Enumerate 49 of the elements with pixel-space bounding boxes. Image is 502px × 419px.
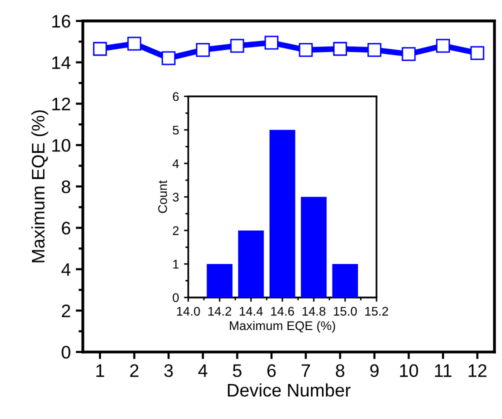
y-tick-label: 1	[173, 260, 179, 268]
y-tick-label: 3	[172, 192, 179, 202]
point	[264, 36, 278, 50]
x-tick-label: 14.0	[177, 306, 200, 316]
y-axis-title: Maximum EQE (%)	[31, 110, 48, 262]
y-tick-label: 8	[62, 180, 70, 194]
y-tick-label: 6	[62, 222, 70, 235]
point	[93, 42, 107, 56]
point	[230, 38, 244, 53]
y-tick-label: 4	[61, 263, 70, 276]
x-tick-label: 8	[336, 364, 344, 378]
y-tick-label: 14	[52, 56, 70, 69]
x-tick-label: 10	[400, 364, 418, 378]
x-tick-label: 9	[370, 364, 379, 378]
point	[367, 42, 382, 57]
x-tick-label: 14.2	[208, 306, 232, 316]
x-axis-title: Maximum EQE (%)	[230, 320, 336, 333]
y-tick-label: 0	[62, 346, 70, 359]
x-tick-label: 1	[96, 364, 104, 377]
x-tick-label: 11	[435, 364, 452, 377]
x-tick-label: 2	[130, 364, 138, 377]
x-tick-label: 14.8	[302, 306, 326, 316]
x-tick-label: 15.2	[365, 306, 388, 316]
x-tick-label: 15.0	[334, 306, 357, 316]
y-tick-label: 5	[172, 126, 179, 135]
y-tick-label: 10	[52, 139, 70, 152]
point	[196, 42, 210, 57]
y-tick-label: 16	[52, 14, 70, 28]
x-axis-title: Device Number	[228, 383, 351, 397]
y-tick-label: 0	[172, 293, 179, 302]
point	[470, 46, 484, 60]
point	[402, 47, 416, 61]
point	[162, 51, 176, 66]
point	[333, 42, 348, 56]
y-tick-label: 2	[172, 226, 179, 235]
x-tick-label: 14.6	[271, 306, 294, 316]
y-axis-title: Count	[158, 180, 168, 213]
point	[127, 36, 142, 51]
x-tick-label: 14.4	[240, 306, 263, 316]
point	[298, 42, 313, 57]
x-tick-label: 12	[468, 364, 486, 377]
y-tick-label: 12	[52, 98, 70, 110]
x-tick-label: 5	[232, 364, 242, 378]
y-tick-label: 4	[172, 159, 179, 168]
x-tick-label: 6	[267, 364, 276, 378]
x-tick-label: 7	[302, 364, 310, 377]
point	[436, 38, 450, 53]
x-tick-label: 4	[198, 364, 208, 377]
y-tick-label: 6	[172, 92, 179, 102]
